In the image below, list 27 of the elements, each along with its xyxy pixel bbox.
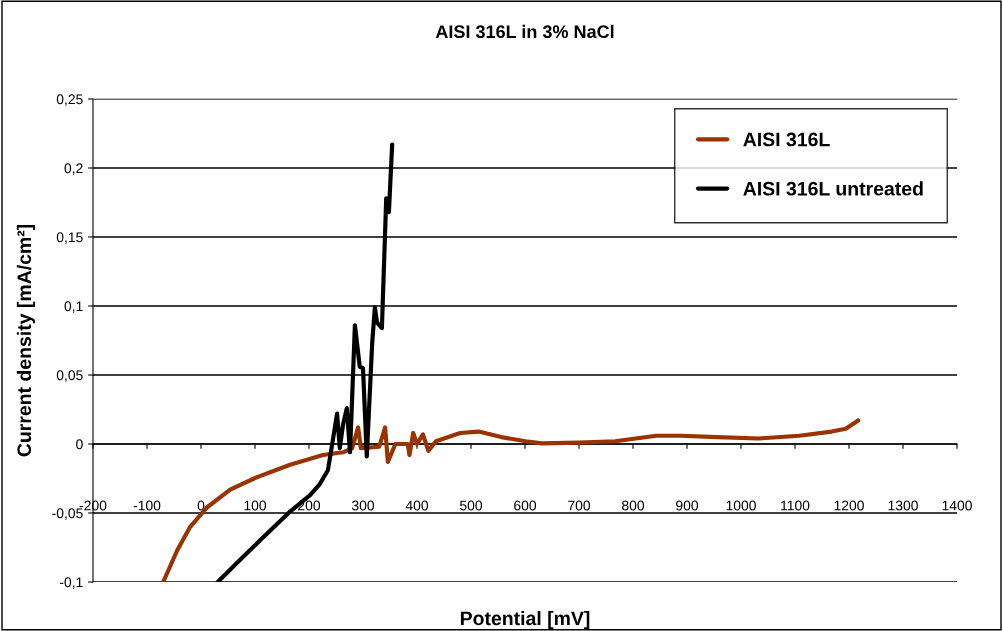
legend-label: AISI 316L untreated xyxy=(743,181,923,196)
y-tick-label: 0,15 xyxy=(56,232,83,244)
y-tick-label: 0,05 xyxy=(56,370,83,382)
x-tick-label: -100 xyxy=(133,500,161,511)
x-tick-label: 900 xyxy=(676,500,699,511)
x-tick-label: 1000 xyxy=(726,500,756,511)
legend-label: AISI 316L xyxy=(743,132,830,147)
x-tick-label: 1200 xyxy=(834,500,864,511)
y-axis-title: Current density [mA/cm²] xyxy=(16,224,35,457)
x-tick-label: 600 xyxy=(514,500,537,511)
x-tick-label: 400 xyxy=(405,500,429,511)
y-tick-label: -0,1 xyxy=(59,577,83,589)
x-tick-label: 1100 xyxy=(781,500,810,511)
y-tick-label: 0,2 xyxy=(64,163,83,175)
x-tick-label: 500 xyxy=(459,500,483,511)
x-axis-title: Potential [mV] xyxy=(460,610,590,630)
x-tick-label: 800 xyxy=(622,500,645,511)
y-tick-label: 0,25 xyxy=(56,94,83,106)
x-tick-label: 100 xyxy=(244,500,267,511)
x-tick-label: 0 xyxy=(197,500,205,511)
x-tick-label: 300 xyxy=(351,500,375,511)
x-tick-label: 700 xyxy=(568,500,591,511)
x-tick-label: 1300 xyxy=(888,500,918,511)
y-tick-label: 0,1 xyxy=(64,301,83,313)
chart-title: AISI 316L in 3% NaCl xyxy=(435,24,614,39)
x-tick-label: 1400 xyxy=(942,500,972,511)
y-tick-label: 0 xyxy=(76,439,83,450)
